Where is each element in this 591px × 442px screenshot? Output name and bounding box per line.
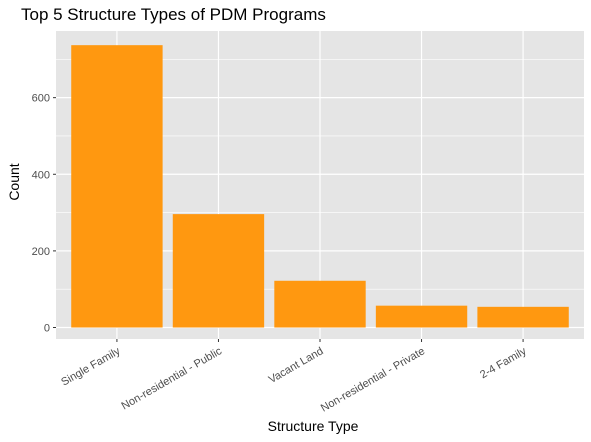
bar-non-residential-private (375, 305, 468, 328)
x-tick-label: Single Family (59, 345, 123, 389)
y-tick-label: 0 (44, 323, 50, 335)
x-tick-label: Non-residential - Private (319, 345, 427, 414)
bar-non-residential-public (172, 214, 265, 328)
x-tick-label: 2-4 Family (478, 345, 529, 381)
x-tick-label: Vacant Land (267, 345, 326, 386)
y-tick-label: 400 (32, 169, 50, 181)
y-tick-label: 600 (32, 93, 50, 105)
bar-2-4-family (477, 306, 569, 328)
bar-vacant-land (274, 280, 366, 328)
y-tick-label: 200 (32, 246, 50, 258)
x-axis-label: Structure Type (267, 418, 359, 434)
x-tick-label: Non-residential - Public (119, 345, 224, 413)
chart-title: Top 5 Structure Types of PDM Programs (21, 5, 326, 24)
bar-single-family (71, 45, 163, 328)
